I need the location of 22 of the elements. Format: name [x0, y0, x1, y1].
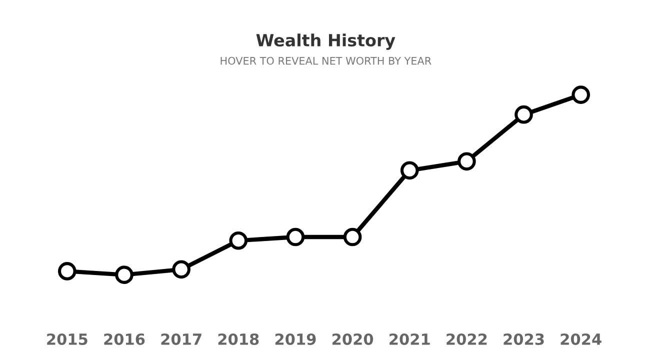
x-tick-label: 2023	[504, 333, 544, 345]
x-tick-label: 2020	[332, 333, 374, 345]
point	[115, 266, 134, 284]
x-tick-label: 2016	[104, 333, 145, 345]
point	[458, 152, 476, 171]
point	[514, 105, 533, 124]
chart-subtitle: HOVER TO REVEAL NET WORTH BY YEAR	[220, 56, 432, 65]
x-tick-label: 2022	[446, 333, 487, 345]
x-tick-label: 2021	[390, 333, 430, 345]
point	[572, 86, 590, 104]
x-tick-label: 2017	[161, 333, 202, 345]
point	[343, 228, 362, 246]
point	[400, 161, 419, 180]
point	[229, 231, 248, 250]
point	[286, 228, 305, 246]
chart-title: Wealth History	[256, 34, 396, 50]
x-tick-label: 2019	[275, 333, 316, 345]
point	[58, 262, 76, 280]
x-tick-label: 2018	[218, 333, 259, 345]
point	[172, 260, 190, 279]
x-tick-label: 2015	[47, 333, 88, 345]
x-tick-label: 2024	[560, 333, 602, 345]
